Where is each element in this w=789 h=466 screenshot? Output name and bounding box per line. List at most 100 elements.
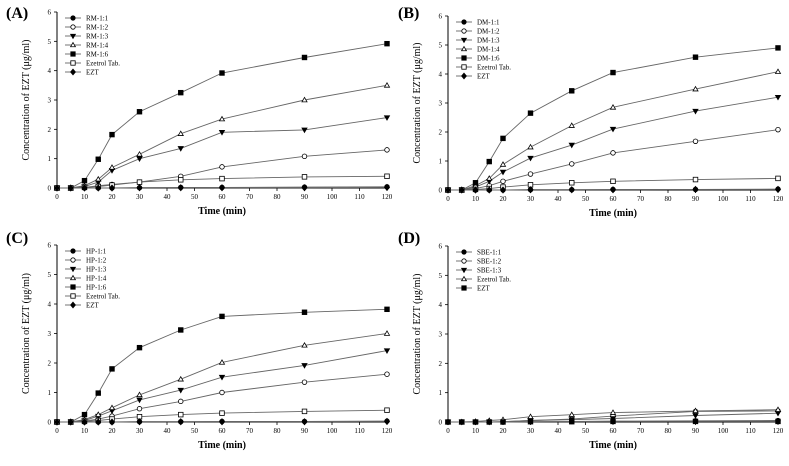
- y-tick-label: 2: [439, 360, 443, 368]
- legend-label: EZT: [86, 69, 100, 77]
- series-line: [57, 84, 388, 189]
- data-point: [692, 418, 699, 425]
- legend-marker: [70, 60, 76, 66]
- y-tick-label: 6: [48, 242, 52, 250]
- data-point: [218, 184, 226, 192]
- data-point: [81, 418, 88, 426]
- series-7: [53, 183, 391, 192]
- legend-label: SBE-1:3: [477, 267, 502, 275]
- data-point: [95, 156, 101, 162]
- data-point: [178, 177, 184, 183]
- data-point: [568, 142, 575, 149]
- data-point: [177, 418, 184, 426]
- y-tick-label: 4: [48, 301, 52, 309]
- y-tick-label: 4: [439, 301, 443, 309]
- data-point: [301, 174, 308, 180]
- y-tick-label: 4: [439, 71, 443, 79]
- data-point: [500, 419, 506, 425]
- data-point: [500, 135, 506, 142]
- series-4: [53, 82, 391, 191]
- data-point: [108, 404, 116, 411]
- data-point: [301, 309, 308, 315]
- series-line: [57, 186, 388, 189]
- data-point: [95, 418, 102, 426]
- data-point: [301, 341, 308, 348]
- legend-marker: [70, 68, 76, 76]
- x-tick-label: 80: [665, 195, 673, 203]
- y-tick-label: 4: [48, 67, 52, 75]
- data-point: [177, 184, 184, 192]
- data-point: [81, 177, 88, 184]
- legend-marker: [461, 19, 467, 25]
- legend-label: SBE-1:2: [477, 258, 502, 266]
- x-tick-label: 100: [718, 195, 729, 203]
- x-tick-label: 40: [555, 427, 563, 435]
- x-tick-label: 110: [745, 195, 756, 203]
- y-tick-label: 3: [48, 97, 52, 105]
- x-tick-label: 20: [500, 195, 508, 203]
- x-tick-label: 90: [301, 427, 309, 435]
- x-tick-label: 110: [354, 427, 365, 435]
- data-point: [568, 186, 575, 194]
- data-point: [301, 54, 308, 61]
- series-5: [54, 306, 390, 425]
- x-axis-title: Time (min): [198, 206, 246, 217]
- series-line: [57, 308, 388, 423]
- legend-marker: [69, 41, 77, 48]
- x-tick-label: 100: [327, 193, 338, 201]
- data-point: [109, 366, 115, 372]
- x-tick-label: 50: [191, 193, 199, 201]
- panel-label: (C): [6, 230, 28, 247]
- panel-label: (D): [398, 230, 420, 247]
- x-tick-label: 10: [472, 427, 480, 435]
- series-line: [448, 420, 778, 423]
- data-point: [95, 184, 102, 192]
- data-point: [610, 69, 616, 76]
- x-tick-label: 80: [665, 427, 673, 435]
- data-point: [610, 418, 616, 425]
- x-tick-label: 60: [610, 427, 618, 435]
- data-point: [569, 88, 575, 94]
- x-tick-label: 70: [246, 427, 254, 435]
- data-point: [384, 147, 390, 153]
- legend-label: RM-1:1: [86, 15, 109, 23]
- data-point: [499, 186, 507, 194]
- chart-panel-4: (D) 0 10 20 30 40 50 60 70 80 90 100 110 120 0 1 2 3 4 5 6 Ti…: [398, 230, 784, 451]
- legend-marker: [460, 45, 468, 52]
- y-tick-label: 5: [48, 271, 52, 279]
- data-point: [774, 185, 782, 194]
- series-2: [54, 147, 390, 191]
- legend-label: DM-1:4: [477, 46, 500, 54]
- x-tick-label: 40: [164, 193, 172, 201]
- legend-label: HP-1:3: [86, 266, 107, 274]
- data-point: [569, 180, 575, 186]
- series-3: [444, 94, 782, 194]
- x-axis-title: Time (min): [198, 440, 246, 451]
- data-point: [458, 186, 465, 194]
- data-point: [136, 406, 143, 412]
- y-tick-label: 2: [439, 129, 443, 137]
- data-point: [136, 109, 143, 115]
- series-5: [445, 418, 781, 425]
- y-tick-label: 6: [48, 9, 52, 17]
- data-point: [67, 184, 74, 192]
- data-point: [81, 411, 88, 418]
- chart-panel-3: (C) 0 10 20 30 40 50 60 70 80 90 100 110 120 0 1 2 3 4 5 6 Ti…: [6, 230, 393, 451]
- data-point: [500, 178, 506, 184]
- x-tick-label: 20: [109, 427, 117, 435]
- x-tick-label: 70: [246, 193, 254, 201]
- data-point: [301, 363, 308, 369]
- x-tick-label: 20: [109, 193, 117, 201]
- legend-marker: [69, 266, 77, 273]
- legend-marker: [461, 258, 467, 264]
- x-tick-label: 80: [274, 427, 282, 435]
- x-tick-label: 30: [527, 427, 535, 435]
- data-point: [136, 150, 143, 157]
- data-point: [136, 344, 143, 351]
- data-point: [218, 374, 226, 381]
- data-point: [301, 408, 308, 415]
- data-point: [527, 171, 534, 177]
- y-tick-label: 5: [48, 38, 52, 46]
